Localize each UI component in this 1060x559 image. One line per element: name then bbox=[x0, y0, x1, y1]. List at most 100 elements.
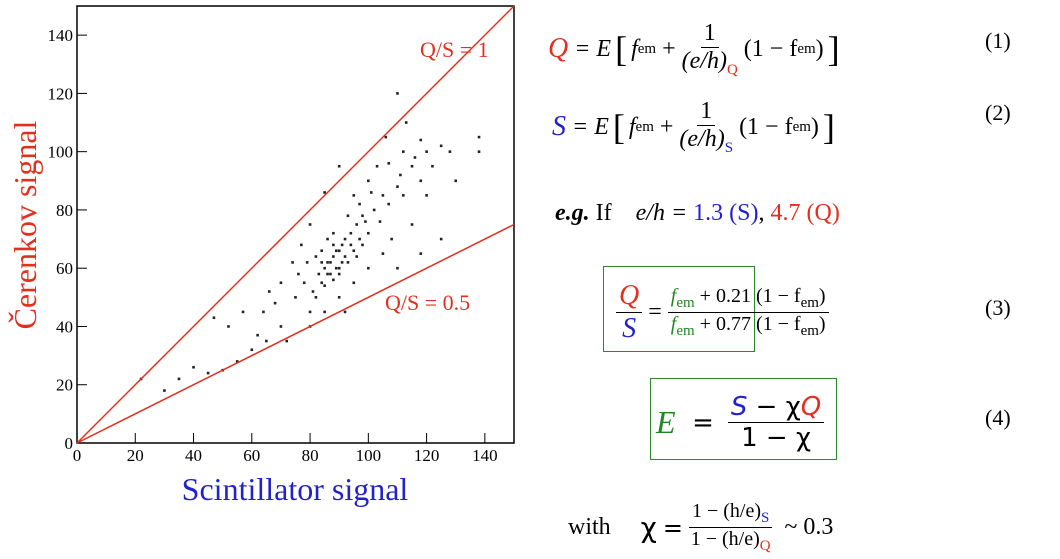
point bbox=[425, 150, 428, 153]
point bbox=[340, 261, 344, 264]
text: − χ bbox=[755, 392, 801, 422]
text: 1 bbox=[697, 98, 716, 126]
sub: em bbox=[676, 323, 695, 339]
point bbox=[381, 252, 385, 255]
point bbox=[323, 266, 326, 270]
text: with bbox=[568, 514, 611, 540]
text: (1 − f bbox=[739, 113, 793, 140]
point bbox=[378, 220, 382, 223]
text: = E bbox=[574, 35, 612, 62]
text: ) bbox=[815, 35, 824, 62]
bracket: [ bbox=[612, 107, 625, 148]
point bbox=[401, 194, 405, 197]
point bbox=[320, 281, 324, 285]
point bbox=[358, 202, 361, 206]
point bbox=[317, 272, 321, 276]
point bbox=[387, 162, 391, 165]
point bbox=[349, 231, 353, 235]
text: (e/h) bbox=[681, 48, 727, 74]
y-axis-label: Čerenkov signal bbox=[7, 120, 43, 329]
point bbox=[291, 261, 294, 264]
point bbox=[352, 194, 356, 197]
point bbox=[206, 371, 210, 375]
text: 1.3 (S) bbox=[693, 200, 759, 226]
x-axis-label: Scintillator signal bbox=[182, 471, 409, 507]
point bbox=[372, 208, 376, 212]
bracket: ] bbox=[827, 29, 840, 70]
point bbox=[337, 249, 341, 253]
reference-label: Q/S = 0.5 bbox=[385, 290, 470, 315]
point bbox=[294, 296, 297, 299]
y-tick-label: 120 bbox=[48, 84, 74, 103]
point bbox=[367, 266, 370, 270]
formula-box bbox=[603, 266, 755, 352]
point bbox=[308, 310, 312, 314]
point bbox=[387, 202, 391, 206]
fraction: 1 (e/h)S bbox=[679, 98, 733, 157]
sub: em bbox=[797, 40, 816, 57]
y-tick-label: 20 bbox=[56, 376, 73, 395]
point bbox=[297, 272, 300, 276]
point bbox=[267, 290, 271, 293]
point bbox=[256, 333, 259, 337]
point bbox=[413, 156, 417, 159]
x-tick-label: 20 bbox=[127, 446, 144, 465]
y-tick-label: 100 bbox=[48, 143, 74, 162]
x-tick-label: 80 bbox=[302, 446, 319, 465]
sub: em bbox=[635, 118, 654, 135]
point bbox=[279, 281, 283, 285]
text: = bbox=[662, 513, 683, 542]
x-tick-label: 140 bbox=[472, 446, 498, 465]
text: e/h = bbox=[635, 200, 688, 226]
point bbox=[177, 377, 181, 381]
point bbox=[305, 261, 309, 264]
point bbox=[355, 255, 358, 258]
text: + 0.21 (1 − f bbox=[699, 285, 801, 307]
symbol: χ bbox=[640, 511, 657, 544]
point bbox=[352, 281, 356, 285]
fraction: S − χQ 1 − χ bbox=[727, 392, 825, 453]
point bbox=[361, 243, 364, 247]
sub: em bbox=[637, 40, 657, 57]
x-tick-label: 120 bbox=[414, 446, 440, 465]
point bbox=[477, 135, 481, 139]
point bbox=[396, 266, 399, 270]
formula-chi: with χ = 1 − (h/e)S 1 − (h/e)Q ~ 0.3 bbox=[568, 500, 833, 555]
text: = E bbox=[572, 113, 609, 140]
point bbox=[419, 179, 423, 183]
point bbox=[334, 266, 338, 270]
point bbox=[323, 310, 326, 314]
point bbox=[337, 164, 341, 168]
point bbox=[265, 339, 268, 343]
sub: Q bbox=[726, 61, 738, 78]
text: 1 − (h/e) bbox=[690, 528, 760, 550]
bracket: ] bbox=[822, 107, 835, 148]
point bbox=[273, 301, 277, 305]
point bbox=[381, 194, 385, 197]
sub: em bbox=[792, 118, 811, 135]
x-tick-label: 0 bbox=[73, 446, 82, 465]
fraction: 1 (e/h)Q bbox=[682, 20, 738, 79]
text: ~ 0.3 bbox=[784, 514, 834, 540]
symbol: S bbox=[730, 392, 748, 422]
point bbox=[250, 348, 254, 352]
point bbox=[375, 164, 379, 168]
text: = bbox=[648, 299, 662, 325]
point bbox=[401, 150, 405, 153]
fraction: 1 − (h/e)S 1 − (h/e)Q bbox=[688, 500, 773, 555]
text: + 0.77 (1 − f bbox=[699, 313, 801, 335]
text: 1 − χ bbox=[741, 423, 811, 453]
symbol: Q bbox=[800, 392, 822, 422]
point bbox=[320, 249, 324, 253]
point bbox=[367, 231, 370, 235]
text: (1 − f bbox=[743, 35, 798, 62]
reference-line bbox=[76, 223, 515, 444]
point bbox=[343, 310, 347, 314]
point bbox=[355, 223, 358, 226]
y-tick-label: 140 bbox=[48, 26, 74, 45]
point bbox=[340, 243, 344, 247]
point bbox=[431, 164, 434, 168]
eq-number: (1) bbox=[985, 28, 1011, 53]
